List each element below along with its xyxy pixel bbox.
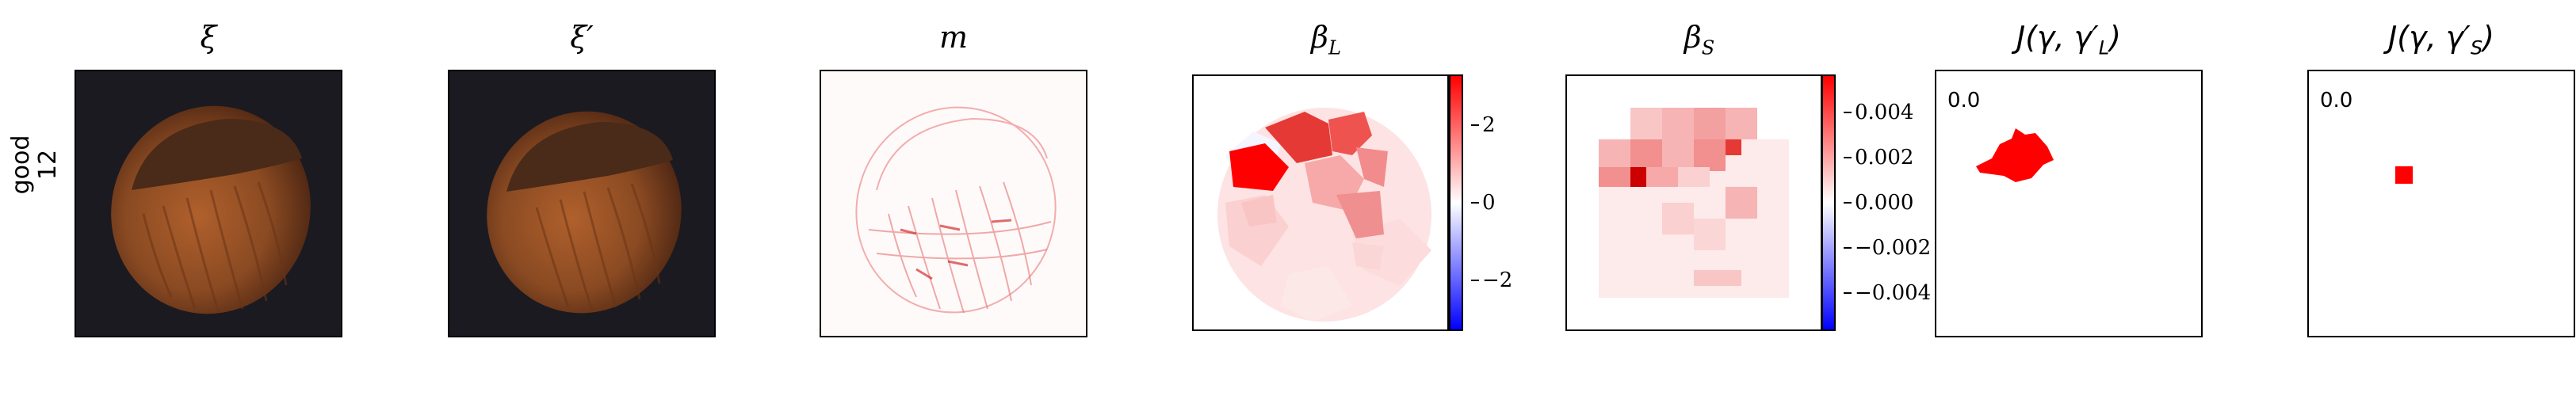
colorbar-beta-l-tick: 0 — [1471, 191, 1496, 215]
row-label-index: 12 — [34, 149, 62, 181]
colorbar-beta-s-tick: 0.000 — [1843, 191, 1914, 215]
colorbar-beta-s-tick: 0.004 — [1843, 101, 1914, 125]
j-l-value: 0.0 — [1947, 89, 1981, 112]
colorbar-beta-l — [1449, 74, 1463, 331]
panel-title-j-s: J(γ, γ′S) — [2388, 20, 2494, 59]
panel-title-m: m — [938, 20, 969, 55]
j-s-map: 0.0 — [2307, 70, 2575, 337]
image-xi-prime — [448, 70, 716, 337]
j-l-map: 0.0 — [1935, 70, 2203, 337]
colorbar-beta-l-tick: 2 — [1471, 112, 1496, 137]
hazelnut-image — [111, 105, 311, 314]
colorbar-beta-s-tick: −0.002 — [1843, 235, 1932, 260]
panel-title-j-l: J(γ, γ′L) — [2016, 20, 2121, 59]
difference-heatmap — [855, 106, 1057, 314]
colorbar-beta-s-tick: −0.004 — [1843, 280, 1932, 305]
colorbar-beta-s-tick: 0.002 — [1843, 146, 1914, 170]
grid-attribution-map — [1599, 108, 1789, 298]
panel-title-beta-l: βL — [1311, 20, 1341, 59]
panel-title-xi: ξ — [200, 20, 217, 55]
beta-l-map — [1192, 74, 1449, 331]
superpixel-attribution-map — [1217, 108, 1431, 322]
panel-title-xi-prime: ξ′ — [570, 20, 594, 55]
j-s-value: 0.0 — [2320, 89, 2353, 112]
panel-title-beta-s: βS — [1684, 20, 1715, 59]
mask-map-m — [820, 70, 1087, 337]
j-s-region — [2395, 166, 2413, 184]
colorbar-beta-s — [1821, 74, 1836, 331]
hazelnut-image-reconstructed — [487, 111, 682, 314]
row-label: good 12 — [7, 135, 62, 307]
colorbar-beta-l-tick: −2 — [1470, 268, 1513, 293]
row-label-class: good — [7, 135, 35, 195]
image-xi — [75, 70, 342, 337]
beta-s-map — [1565, 74, 1822, 331]
j-l-region — [1976, 128, 2054, 182]
